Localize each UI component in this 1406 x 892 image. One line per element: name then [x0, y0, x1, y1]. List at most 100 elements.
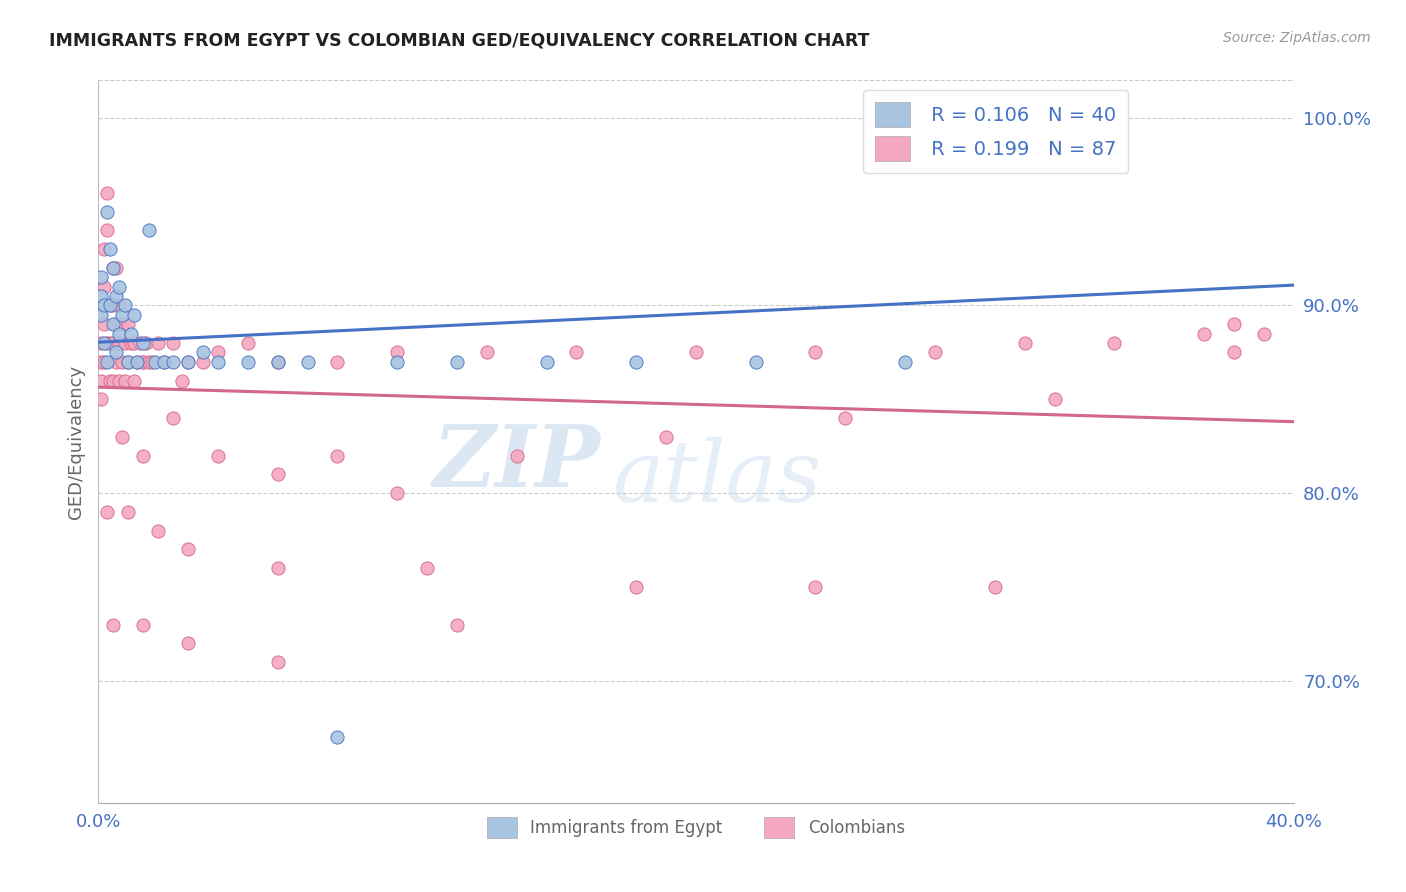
Text: atlas: atlas	[613, 436, 821, 519]
Point	[162, 411, 184, 425]
Point	[894, 355, 917, 369]
Point	[111, 308, 134, 322]
Point	[153, 355, 176, 369]
Point	[984, 580, 1007, 594]
Point	[132, 336, 155, 351]
Point	[111, 430, 134, 444]
Point	[96, 186, 118, 200]
Text: IMMIGRANTS FROM EGYPT VS COLOMBIAN GED/EQUIVALENCY CORRELATION CHART: IMMIGRANTS FROM EGYPT VS COLOMBIAN GED/E…	[49, 31, 870, 49]
Point	[103, 617, 125, 632]
Point	[90, 270, 112, 285]
Point	[105, 355, 128, 369]
Point	[804, 345, 827, 359]
Point	[96, 223, 118, 237]
Point	[105, 260, 128, 275]
Point	[267, 561, 290, 575]
Point	[90, 392, 112, 407]
Point	[90, 336, 112, 351]
Point	[114, 374, 136, 388]
Point	[132, 449, 155, 463]
Point	[108, 326, 131, 341]
Point	[98, 336, 122, 351]
Point	[565, 345, 588, 359]
Point	[103, 260, 125, 275]
Text: Source: ZipAtlas.com: Source: ZipAtlas.com	[1223, 31, 1371, 45]
Point	[326, 730, 349, 744]
Point	[103, 374, 125, 388]
Point	[117, 355, 139, 369]
Point	[111, 318, 134, 332]
Point	[105, 289, 128, 303]
Point	[172, 374, 194, 388]
Point	[655, 430, 678, 444]
Point	[804, 580, 827, 594]
Point	[124, 336, 146, 351]
Point	[267, 655, 290, 669]
Legend: Immigrants from Egypt, Colombians: Immigrants from Egypt, Colombians	[481, 810, 911, 845]
Point	[117, 355, 139, 369]
Point	[1043, 392, 1066, 407]
Point	[90, 308, 112, 322]
Point	[93, 279, 115, 293]
Point	[103, 336, 125, 351]
Point	[120, 336, 142, 351]
Point	[98, 298, 122, 312]
Point	[446, 355, 468, 369]
Point	[626, 355, 648, 369]
Point	[416, 561, 439, 575]
Point	[98, 374, 122, 388]
Point	[191, 355, 214, 369]
Point	[103, 298, 125, 312]
Point	[236, 336, 259, 351]
Point	[177, 636, 200, 650]
Point	[143, 355, 166, 369]
Point	[326, 449, 349, 463]
Point	[90, 374, 112, 388]
Point	[385, 355, 409, 369]
Point	[924, 345, 946, 359]
Point	[267, 355, 290, 369]
Point	[177, 355, 200, 369]
Point	[148, 336, 170, 351]
Point	[103, 260, 125, 275]
Point	[475, 345, 498, 359]
Point	[162, 355, 184, 369]
Point	[108, 336, 131, 351]
Point	[1014, 336, 1036, 351]
Point	[148, 524, 170, 538]
Point	[96, 336, 118, 351]
Point	[132, 355, 155, 369]
Point	[127, 355, 149, 369]
Point	[626, 580, 648, 594]
Point	[207, 345, 229, 359]
Point	[446, 617, 468, 632]
Point	[108, 298, 131, 312]
Point	[127, 355, 149, 369]
Point	[135, 336, 157, 351]
Point	[96, 505, 118, 519]
Point	[114, 336, 136, 351]
Point	[93, 242, 115, 256]
Point	[326, 355, 349, 369]
Point	[132, 617, 155, 632]
Point	[96, 204, 118, 219]
Point	[1104, 336, 1126, 351]
Point	[297, 355, 319, 369]
Point	[177, 355, 200, 369]
Point	[267, 467, 290, 482]
Point	[108, 279, 131, 293]
Point	[267, 355, 290, 369]
Point	[90, 355, 112, 369]
Point	[93, 355, 115, 369]
Point	[105, 345, 128, 359]
Point	[96, 355, 118, 369]
Text: ZIP: ZIP	[433, 421, 600, 505]
Point	[93, 336, 115, 351]
Point	[129, 336, 152, 351]
Point	[162, 336, 184, 351]
Point	[90, 289, 112, 303]
Point	[141, 355, 163, 369]
Point	[103, 318, 125, 332]
Point	[1223, 345, 1246, 359]
Point	[124, 308, 146, 322]
